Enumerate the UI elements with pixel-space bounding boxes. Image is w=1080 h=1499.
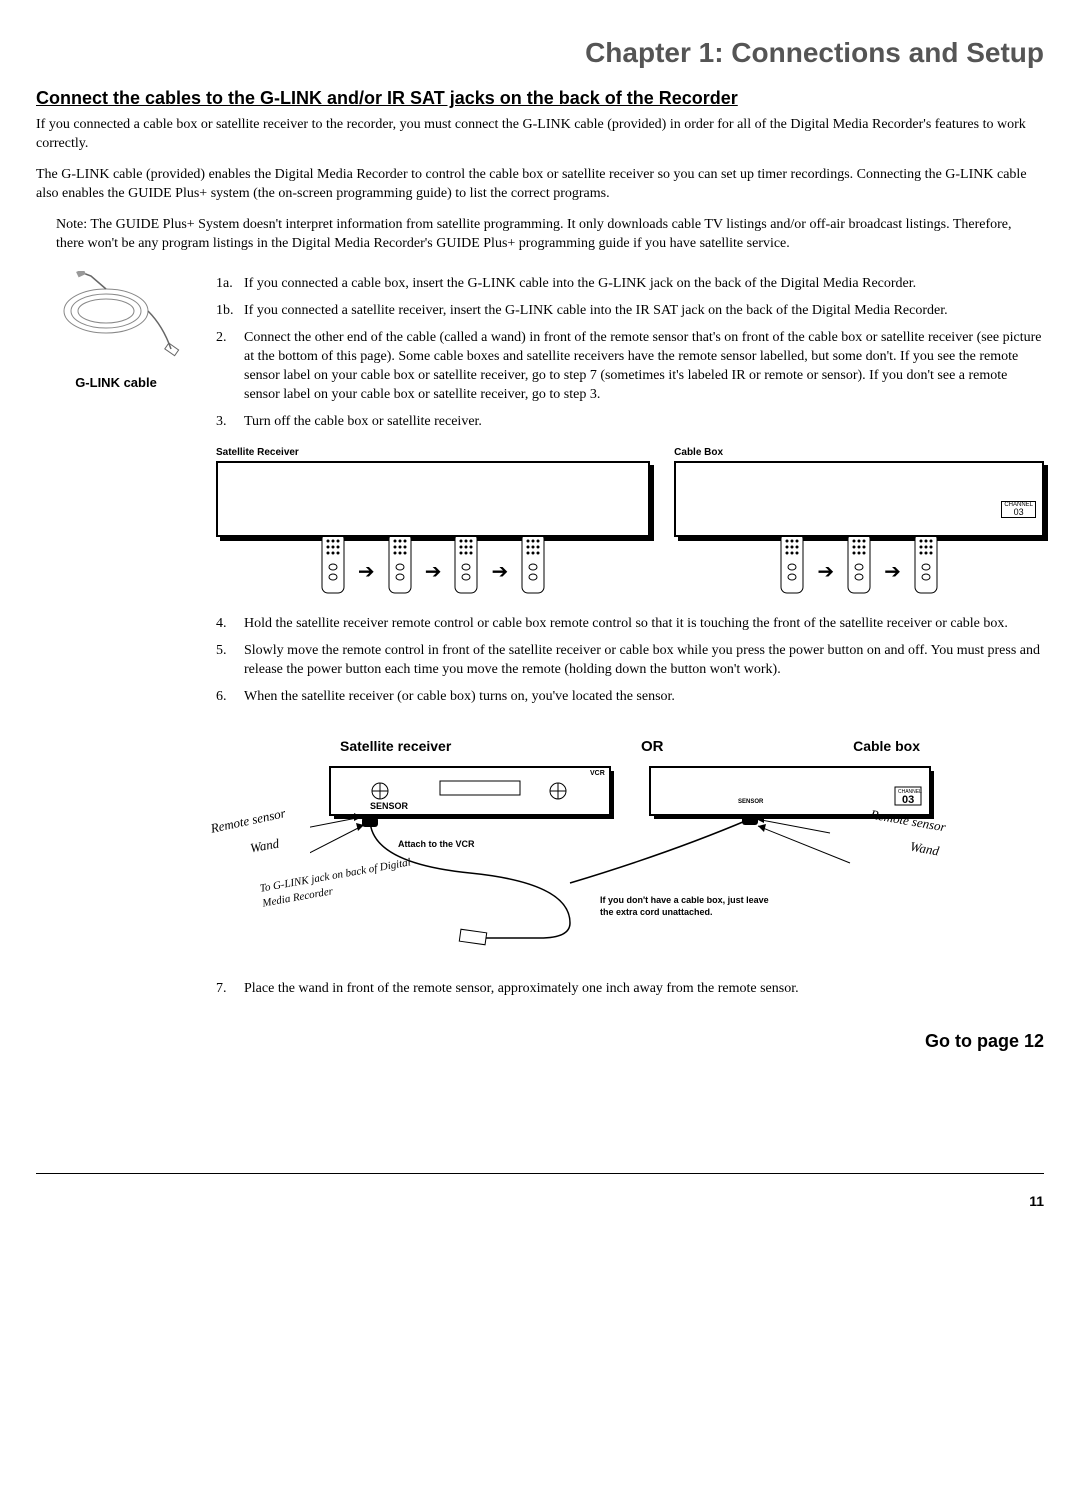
step-text: Place the wand in front of the remote se… <box>244 980 1044 999</box>
cable-caption: G-LINK cable <box>36 374 196 392</box>
step-text: Hold the satellite receiver remote contr… <box>244 615 1044 634</box>
step-number: 4. <box>216 615 244 634</box>
sensor-label: SENSOR <box>370 801 409 811</box>
arrow-right-icon: ➔ <box>817 559 834 586</box>
intro-paragraph-1: If you connected a cable box or satellit… <box>36 116 1044 154</box>
step-1b: 1b. If you connected a satellite receive… <box>216 302 1044 321</box>
step-number: 6. <box>216 688 244 707</box>
go-to-page: Go to page 12 <box>216 1029 1044 1053</box>
step-number: 5. <box>216 642 244 680</box>
remote-icon <box>449 531 483 601</box>
vcr-label: VCR <box>590 770 605 777</box>
note-paragraph: Note: The GUIDE Plus+ System doesn't int… <box>56 216 1024 254</box>
step-number: 7. <box>216 980 244 999</box>
chapter-title: Chapter 1: Connections and Setup <box>36 34 1044 72</box>
arrow-right-icon: ➔ <box>425 559 442 586</box>
remote-icon <box>775 531 809 601</box>
step-number: 3. <box>216 413 244 432</box>
wand-annot-left: Wand <box>249 834 281 856</box>
wand-placement-diagram: Satellite receiver OR Cable box SENSOR V… <box>310 737 950 960</box>
remote-icon <box>516 531 550 601</box>
steps-column: 1a. If you connected a cable box, insert… <box>216 271 1044 1053</box>
sensor-label: SENSOR <box>738 799 764 805</box>
remote-icon <box>316 531 350 601</box>
satellite-box-icon <box>216 461 650 537</box>
cable-box-icon: CHANNEL 03 <box>674 461 1044 537</box>
section-title: Connect the cables to the G-LINK and/or … <box>36 86 1044 110</box>
cable-box-label: Cable Box <box>674 446 1044 460</box>
satellite-box-label: Satellite Receiver <box>216 446 650 460</box>
arrow-right-icon: ➔ <box>358 559 375 586</box>
step-text: Connect the other end of the cable (call… <box>244 329 1044 405</box>
step-number: 1b. <box>216 302 244 321</box>
channel-value: 03 <box>1014 507 1024 517</box>
step-2: 2. Connect the other end of the cable (c… <box>216 329 1044 405</box>
remote-sensor-annot-left: Remote sensor <box>209 804 287 837</box>
satellite-label: Satellite receiver <box>340 737 451 757</box>
page-number: 11 <box>1029 1193 1044 1209</box>
arrow-right-icon: ➔ <box>491 559 508 586</box>
remote-icon <box>909 531 943 601</box>
step-text: When the satellite receiver (or cable bo… <box>244 688 1044 707</box>
remote-sequence-cable: ➔ ➔ <box>674 531 1044 601</box>
remote-sequence-satellite: ➔ ➔ ➔ <box>216 531 650 601</box>
or-label: OR <box>641 737 664 757</box>
step-6: 6. When the satellite receiver (or cable… <box>216 688 1044 707</box>
remote-icon <box>383 531 417 601</box>
step-5: 5. Slowly move the remote control in fro… <box>216 642 1044 680</box>
step-number: 1a. <box>216 275 244 294</box>
cable-illustration-column: G-LINK cable <box>36 271 196 391</box>
step-7: 7. Place the wand in front of the remote… <box>216 980 1044 999</box>
no-cable-note-line1: If you don't have a cable box, just leav… <box>600 895 769 905</box>
remote-icon <box>842 531 876 601</box>
arrow-right-icon: ➔ <box>884 559 901 586</box>
step-text: Slowly move the remote control in front … <box>244 642 1044 680</box>
step-text: If you connected a satellite receiver, i… <box>244 302 1044 321</box>
channel-value: 03 <box>902 794 914 806</box>
step-text: If you connected a cable box, insert the… <box>244 275 1044 294</box>
step-4: 4. Hold the satellite receiver remote co… <box>216 615 1044 634</box>
page-footer: 11 <box>36 1173 1044 1211</box>
remote-scan-diagram: Satellite Receiver ➔ ➔ ➔ <box>216 446 1044 602</box>
intro-paragraph-2: The G-LINK cable (provided) enables the … <box>36 166 1044 204</box>
step-1a: 1a. If you connected a cable box, insert… <box>216 275 1044 294</box>
cablebox-label: Cable box <box>853 737 920 757</box>
no-cable-note-line2: the extra cord unattached. <box>600 907 713 917</box>
attach-label: Attach to the VCR <box>398 839 475 849</box>
step-text: Turn off the cable box or satellite rece… <box>244 413 1044 432</box>
step-3: 3. Turn off the cable box or satellite r… <box>216 413 1044 432</box>
channel-display: CHANNEL 03 <box>1001 501 1036 518</box>
step-number: 2. <box>216 329 244 405</box>
glink-cable-icon <box>51 271 181 361</box>
